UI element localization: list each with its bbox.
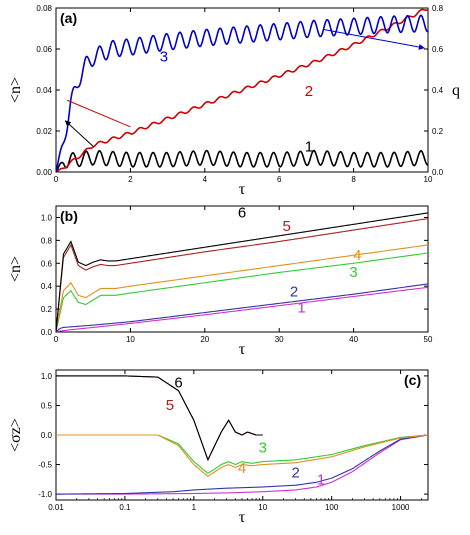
y-tick-label: -0.5 [38,461,52,470]
x-tick-label: 30 [275,335,284,344]
series-line-4 [56,244,428,332]
curve-label-3: 3 [349,264,357,281]
x-tick-label: 0 [54,175,59,184]
y-tick-label: 0.2 [41,305,53,314]
y2-tick-label: 0.2 [432,127,444,136]
curve-label-6: 6 [238,204,246,221]
y-axis-label: <n> [7,256,24,282]
y-tick-label: 0.08 [36,4,52,13]
series-line-1 [56,149,428,172]
curve-label-3: 3 [160,48,168,65]
curve-label-4: 4 [238,460,246,477]
x-tick-label: 10 [258,503,267,512]
panel-label: (a) [60,10,77,26]
y-axis-label: <σz> [7,418,24,452]
y-tick-label: 0.02 [36,127,52,136]
curve-label-1: 1 [317,472,325,489]
y-tick-label: 0.00 [36,168,52,177]
series-line-4 [56,434,428,477]
x-tick-label: 20 [200,335,209,344]
arrow-series-3 [323,29,425,50]
y2-axis-label: q [452,82,460,99]
arrow-series-2 [66,99,131,128]
x-axis-label: τ [239,509,246,526]
panel-label: (b) [60,208,78,224]
y-tick-label: 0.0 [41,431,53,440]
series-line-3 [56,252,428,332]
curve-label-2: 2 [305,83,313,100]
curve-label-1: 1 [305,139,313,156]
x-tick-label: 0 [54,335,59,344]
x-tick-label: 0.01 [48,503,64,512]
x-axis-label: τ [239,181,246,198]
plot-frame [55,205,429,333]
series-line-6 [56,212,428,332]
y-tick-label: 0.5 [41,401,53,410]
panel-a: 0 2 4 6 8 10 0.00 0.02 0.04 0.06 0.08 0.0 0.2 0.4 0.6 0… [7,4,460,198]
x-tick-label: 2 [128,175,133,184]
y-tick-label: 0.04 [36,86,52,95]
curve-label-1: 1 [297,300,305,317]
y-tick-label: 1.0 [41,372,53,381]
series-line-5 [56,218,428,332]
x-tick-label: 100 [325,503,339,512]
series-line-3 [56,14,428,172]
curve-label-5: 5 [282,218,290,235]
y-tick-label: 0.0 [41,328,53,337]
x-tick-label: 40 [349,335,358,344]
x-tick-label: 1000 [392,503,410,512]
y-tick-label: 0.6 [41,259,53,268]
x-tick-label: 10 [424,175,433,184]
y-tick-label: 1.0 [41,213,53,222]
x-axis-label: τ [239,341,246,358]
x-tick-label: 8 [351,175,356,184]
curve-label-5: 5 [166,397,174,414]
arrow-series-1 [64,120,94,147]
x-tick-label: 50 [424,335,433,344]
x-tick-label: 6 [277,175,282,184]
series-line-2 [56,8,428,172]
series-line-5 [56,375,263,462]
curve-label-6: 6 [174,375,182,392]
series-line-6 [56,375,263,462]
curve-label-4: 4 [353,247,361,264]
y2-tick-label: 0.0 [432,168,444,177]
panel-c: 0.01 0.1 1 10 100 1000 -1.0 -0.5 0.0 0.5 1.0 τ <σz> (… [7,369,429,526]
curve-label-2: 2 [291,465,299,482]
panel-label: (c) [404,372,421,388]
y2-tick-label: 0.6 [432,45,444,54]
series-line-2 [56,434,428,495]
series-line-2 [56,283,428,332]
panel-b: 0 10 20 30 40 50 0.0 0.2 0.4 0.6 0.8 1.0 τ <n> (b) 12 34… [7,204,433,358]
y2-tick-label: 0.4 [432,86,444,95]
x-tick-label: 4 [203,175,208,184]
y-tick-label: 0.8 [41,236,53,245]
y2-tick-label: 0.8 [432,4,444,13]
x-tick-label: 10 [126,335,135,344]
x-tick-label: 1 [192,503,197,512]
y-tick-label: -1.0 [38,490,52,499]
y-tick-label: 0.4 [41,282,53,291]
series-line-1 [56,286,428,332]
curve-label-3: 3 [259,440,267,457]
y-tick-label: 0.06 [36,45,52,54]
y-axis-label: <n> [7,77,24,103]
curve-label-2: 2 [290,283,298,300]
x-tick-label: 0.1 [119,503,131,512]
